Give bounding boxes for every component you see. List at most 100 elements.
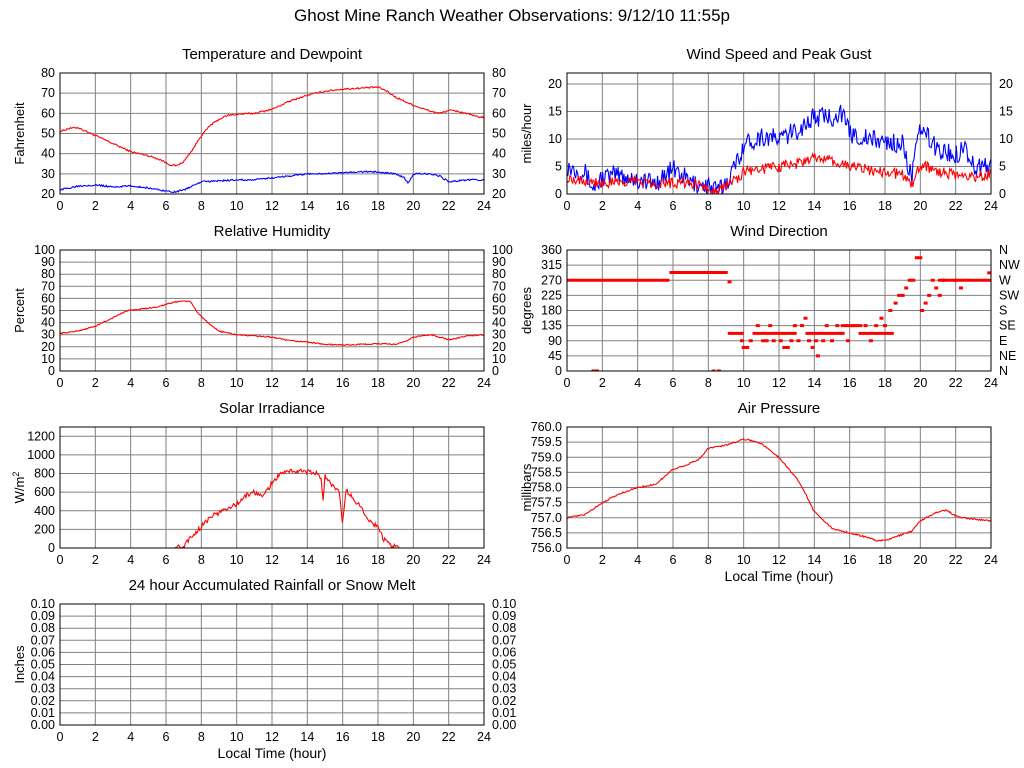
y-tick-label: 80 — [41, 267, 55, 281]
x-tick-label: 0 — [564, 376, 571, 390]
x-tick-label: 4 — [127, 730, 134, 744]
y-tick-label: 70 — [41, 86, 55, 100]
direction-point — [840, 331, 845, 335]
x-tick-label: 14 — [807, 376, 821, 390]
y-tick-label: 756.0 — [531, 541, 562, 555]
direction-point — [914, 256, 919, 260]
page-title: Ghost Mine Ranch Weather Observations: 9… — [294, 6, 730, 25]
right-tick-label: N — [999, 364, 1008, 378]
x-axis-label: Local Time (hour) — [218, 745, 327, 761]
y-tick-label: 135 — [541, 319, 562, 333]
x-tick-label: 2 — [599, 376, 606, 390]
x-tick-label: 22 — [442, 199, 456, 213]
direction-point — [595, 369, 600, 371]
right-tick-label: SW — [999, 288, 1019, 302]
y-tick-label: 200 — [34, 522, 55, 536]
direction-point — [900, 293, 905, 297]
x-tick-label: 10 — [230, 376, 244, 390]
x-tick-label: 0 — [564, 553, 571, 567]
x-tick-label: 24 — [477, 199, 491, 213]
direction-point — [824, 324, 829, 328]
y-tick-label: 0.02 — [31, 694, 55, 708]
right-tick-label: 0.09 — [492, 609, 516, 623]
right-tick-label: 40 — [492, 316, 506, 330]
y-tick-label: 360 — [541, 243, 562, 257]
x-tick-label: 18 — [371, 553, 385, 567]
x-tick-label: 6 — [670, 553, 677, 567]
x-tick-label: 12 — [265, 730, 279, 744]
right-tick-label: 15 — [999, 105, 1013, 119]
x-tick-label: 16 — [336, 553, 350, 567]
right-tick-label: S — [999, 304, 1007, 318]
x-tick-label: 18 — [371, 199, 385, 213]
direction-point — [920, 309, 925, 312]
direction-point — [761, 339, 766, 343]
x-tick-label: 20 — [913, 553, 927, 567]
series-group — [60, 300, 484, 346]
x-tick-label: 6 — [163, 199, 170, 213]
y-tick-label: 757.0 — [531, 511, 562, 525]
y-tick-label: 70 — [41, 279, 55, 293]
y-tick-label: 315 — [541, 258, 562, 272]
x-tick-label: 12 — [772, 376, 786, 390]
right-tick-label: 0.10 — [492, 597, 516, 611]
x-tick-label: 10 — [737, 376, 751, 390]
direction-point — [858, 324, 863, 328]
x-tick-label: 4 — [127, 553, 134, 567]
y-tick-label: 60 — [41, 106, 55, 120]
x-tick-label: 24 — [477, 376, 491, 390]
series-line — [567, 438, 991, 542]
plot-frame — [59, 426, 485, 549]
direction-point — [792, 324, 797, 328]
direction-point — [741, 345, 746, 349]
direction-point — [727, 280, 732, 284]
chart-title: Wind Direction — [730, 223, 828, 240]
direction-point — [883, 324, 887, 328]
direction-point — [835, 324, 840, 328]
series-line — [60, 300, 484, 346]
chart-wind-speed: Wind Speed and Peak Gust0510152005101520… — [519, 46, 1013, 213]
x-tick-label: 2 — [92, 553, 99, 567]
x-tick-label: 8 — [198, 199, 205, 213]
x-tick-label: 16 — [336, 730, 350, 744]
direction-point — [739, 339, 744, 343]
y-tick-label: 0.03 — [31, 682, 55, 696]
x-tick-label: 22 — [949, 553, 963, 567]
direction-point — [851, 324, 856, 328]
right-tick-label: N — [999, 243, 1008, 257]
x-tick-label: 20 — [913, 199, 927, 213]
y-tick-label: 40 — [41, 147, 55, 161]
right-tick-label: 20 — [999, 77, 1013, 91]
y-tick-label: 45 — [548, 349, 562, 363]
y-tick-label: 0.08 — [31, 621, 55, 635]
direction-point — [821, 339, 826, 343]
direction-point — [799, 324, 804, 328]
right-tick-label: 0.06 — [492, 645, 516, 659]
right-tick-label: 30 — [492, 328, 506, 342]
direction-point — [897, 293, 902, 297]
right-tick-label: 0.03 — [492, 682, 516, 696]
right-tick-label: 0.00 — [492, 718, 516, 732]
right-tick-label: NW — [999, 258, 1020, 272]
x-tick-label: 20 — [406, 730, 420, 744]
direction-point — [711, 369, 716, 371]
direction-point — [771, 339, 776, 343]
right-tick-label: 5 — [999, 160, 1006, 174]
y-axis-label: miles/hour — [519, 103, 534, 164]
direction-point — [934, 286, 939, 290]
direction-point — [815, 354, 820, 358]
x-tick-label: 14 — [807, 553, 821, 567]
y-tick-label: 10 — [548, 132, 562, 146]
x-tick-label: 16 — [843, 376, 857, 390]
x-tick-label: 0 — [57, 199, 64, 213]
chart-title: Air Pressure — [738, 400, 821, 417]
direction-point — [958, 286, 963, 290]
right-tick-label: SE — [999, 319, 1016, 333]
chart-title: Wind Speed and Peak Gust — [686, 46, 872, 63]
x-tick-label: 8 — [705, 376, 712, 390]
x-tick-label: 14 — [807, 199, 821, 213]
y-tick-label: 30 — [41, 167, 55, 181]
right-tick-label: NE — [999, 349, 1016, 363]
right-tick-label: 80 — [492, 66, 506, 80]
x-tick-label: 20 — [406, 199, 420, 213]
